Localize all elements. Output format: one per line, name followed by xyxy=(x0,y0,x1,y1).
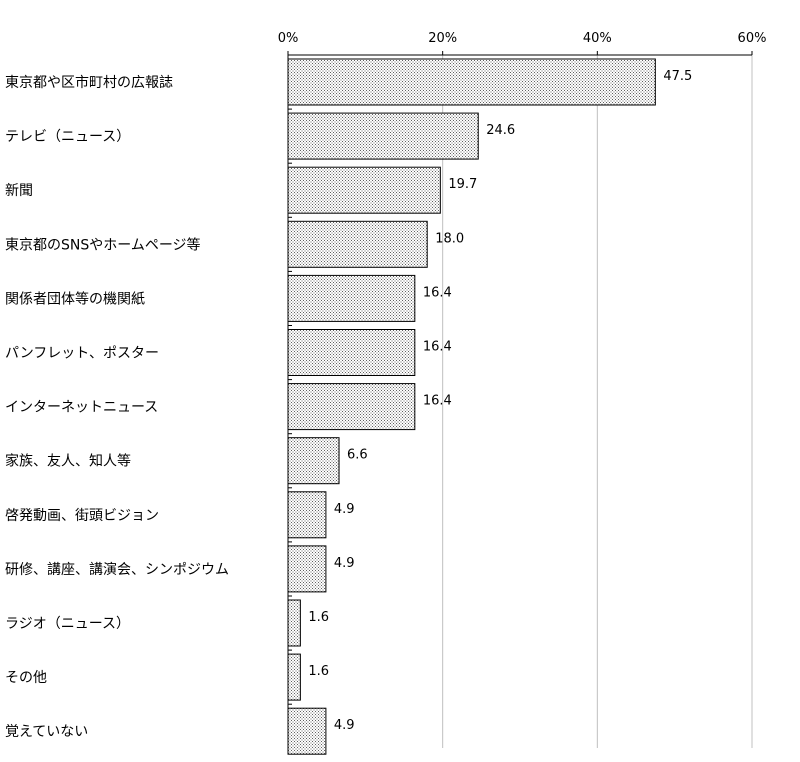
bar xyxy=(287,707,327,755)
bar xyxy=(287,112,479,160)
value-label: 24.6 xyxy=(486,123,515,138)
category-label: 新聞 xyxy=(5,183,33,199)
value-label: 4.9 xyxy=(334,502,355,517)
category-label: 家族、友人、知人等 xyxy=(5,453,131,470)
bar xyxy=(287,58,656,106)
category-label: 研修、講座、講演会、シンポジウム xyxy=(5,562,229,578)
bar xyxy=(287,383,416,431)
category-label: その他 xyxy=(5,670,47,686)
value-label: 4.9 xyxy=(334,718,355,733)
bars: 東京都や区市町村の広報誌 47.5 テレビ（ニュース） 24.6 新聞 19.7 東京都のS… xyxy=(5,58,692,755)
value-label: 18.0 xyxy=(435,231,464,246)
bar xyxy=(287,653,301,701)
value-label: 16.4 xyxy=(423,285,452,300)
bar xyxy=(287,274,416,322)
category-label: インターネットニュース xyxy=(5,400,158,416)
value-label: 1.6 xyxy=(308,610,329,625)
x-tick-label: 60% xyxy=(738,31,767,46)
bar xyxy=(287,166,441,214)
value-label: 16.4 xyxy=(423,340,452,355)
value-label: 6.6 xyxy=(347,448,368,463)
x-axis-ticks: 0% 20% 40% 60% xyxy=(278,31,767,55)
bar xyxy=(287,491,327,539)
grid-lines xyxy=(442,55,753,748)
value-label: 1.6 xyxy=(308,664,329,679)
axes xyxy=(287,54,752,748)
category-label: パンフレット、ポスター xyxy=(5,346,159,362)
bar xyxy=(287,599,301,647)
category-label: 東京都や区市町村の広報誌 xyxy=(5,74,173,91)
category-label: 啓発動画、街頭ビジョン xyxy=(5,508,159,524)
value-label: 16.4 xyxy=(423,394,452,409)
value-label: 19.7 xyxy=(448,177,477,192)
category-label: 関係者団体等の機関紙 xyxy=(5,290,145,307)
x-tick-label: 20% xyxy=(428,31,457,46)
bar xyxy=(287,220,428,268)
category-label: テレビ（ニュース） xyxy=(5,129,130,145)
value-label: 4.9 xyxy=(334,556,355,571)
x-tick-label: 40% xyxy=(583,31,612,46)
bar xyxy=(287,437,340,485)
bar xyxy=(287,329,416,376)
x-tick-label: 0% xyxy=(278,31,299,46)
bar xyxy=(287,545,327,593)
value-label: 47.5 xyxy=(663,69,692,84)
category-label: ラジオ（ニュース） xyxy=(5,616,130,632)
category-label: 覚えていない xyxy=(5,724,88,740)
category-label: 東京都のSNSやホームページ等 xyxy=(5,236,201,253)
